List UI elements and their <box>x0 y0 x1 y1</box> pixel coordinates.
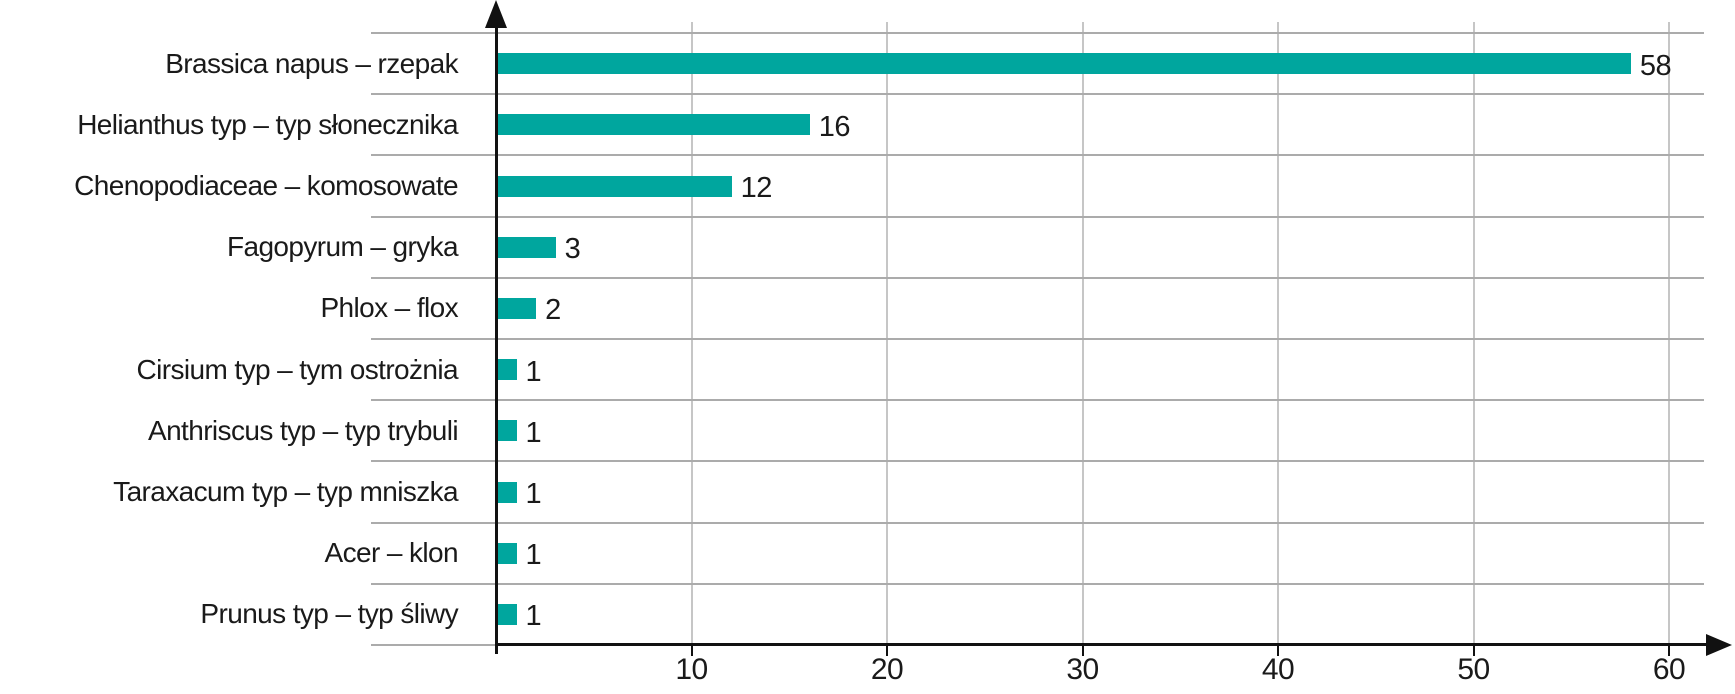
category-label: Brassica napus – rzepak <box>165 47 458 79</box>
gridline-horizontal <box>371 32 1704 34</box>
category-label: Chenopodiaceae – komosowate <box>74 170 458 201</box>
category-label: Prunus typ – typ śliwy <box>200 598 458 630</box>
gridline-horizontal <box>371 644 496 646</box>
x-axis-tick-label: 20 <box>870 653 904 686</box>
bar-value-label: 1 <box>525 600 542 633</box>
gridline-horizontal <box>371 582 1704 585</box>
y-axis-line <box>495 18 498 654</box>
gridline-vertical <box>690 22 693 645</box>
x-axis-line <box>495 643 1708 646</box>
bar-value-label: 1 <box>525 478 542 510</box>
x-axis-tick <box>1668 646 1670 656</box>
bar <box>497 175 732 197</box>
gridline-horizontal <box>371 338 1704 340</box>
bar <box>497 53 1631 75</box>
category-label: Helianthus typ – typ słonecznika <box>77 108 458 140</box>
x-axis-tick-label: 50 <box>1457 653 1490 686</box>
gridline-vertical <box>1081 22 1084 645</box>
bar-value-label: 58 <box>1639 49 1672 82</box>
bar-value-label: 1 <box>525 355 542 388</box>
category-label: Anthriscus typ – typ trybuli <box>148 414 459 446</box>
category-label: Phlox – flox <box>320 292 458 324</box>
bar <box>497 114 810 136</box>
gridline-vertical <box>1277 22 1279 645</box>
x-axis-arrow-icon <box>1706 634 1732 656</box>
gridline-vertical <box>1472 22 1475 645</box>
gridline-horizontal <box>371 276 1704 279</box>
gridline-horizontal <box>371 460 1704 463</box>
x-axis-tick-label: 40 <box>1261 653 1295 686</box>
x-axis-tick <box>690 646 693 656</box>
category-label: Fagopyrum – gryka <box>226 231 459 263</box>
x-axis-tick <box>1277 646 1279 656</box>
gridline-horizontal <box>371 521 1704 524</box>
x-axis-tick <box>886 646 888 656</box>
bar <box>497 542 517 564</box>
x-axis-tick <box>1081 646 1084 656</box>
gridline-horizontal <box>371 154 1704 157</box>
x-axis-tick-label: 30 <box>1066 653 1099 686</box>
bar <box>497 359 517 381</box>
category-label: Acer – klon <box>324 537 459 569</box>
gridline-horizontal <box>371 215 1704 218</box>
category-label: Cirsium typ – tym ostrożnia <box>136 353 459 385</box>
gridline-horizontal <box>371 399 1704 402</box>
bar-value-label: 3 <box>564 233 581 266</box>
x-axis-tick-label: 10 <box>675 653 708 686</box>
bar <box>497 481 517 503</box>
y-axis-arrow-icon <box>485 0 507 28</box>
gridline-horizontal <box>371 93 1704 96</box>
bar-value-label: 16 <box>818 110 851 143</box>
bar-value-label: 1 <box>525 539 542 572</box>
category-label: Taraxacum typ – typ mniszka <box>113 476 458 507</box>
bar <box>497 236 556 258</box>
x-axis-tick-label: 60 <box>1652 653 1686 686</box>
bar-value-label: 2 <box>545 294 561 327</box>
gridline-vertical <box>886 22 888 645</box>
gridline-vertical <box>1668 22 1670 645</box>
bar <box>497 603 517 625</box>
x-axis-tick <box>1472 646 1475 656</box>
bar <box>497 420 517 442</box>
bar-value-label: 1 <box>525 416 542 449</box>
bar-value-label: 12 <box>740 172 773 204</box>
bar <box>497 297 537 319</box>
